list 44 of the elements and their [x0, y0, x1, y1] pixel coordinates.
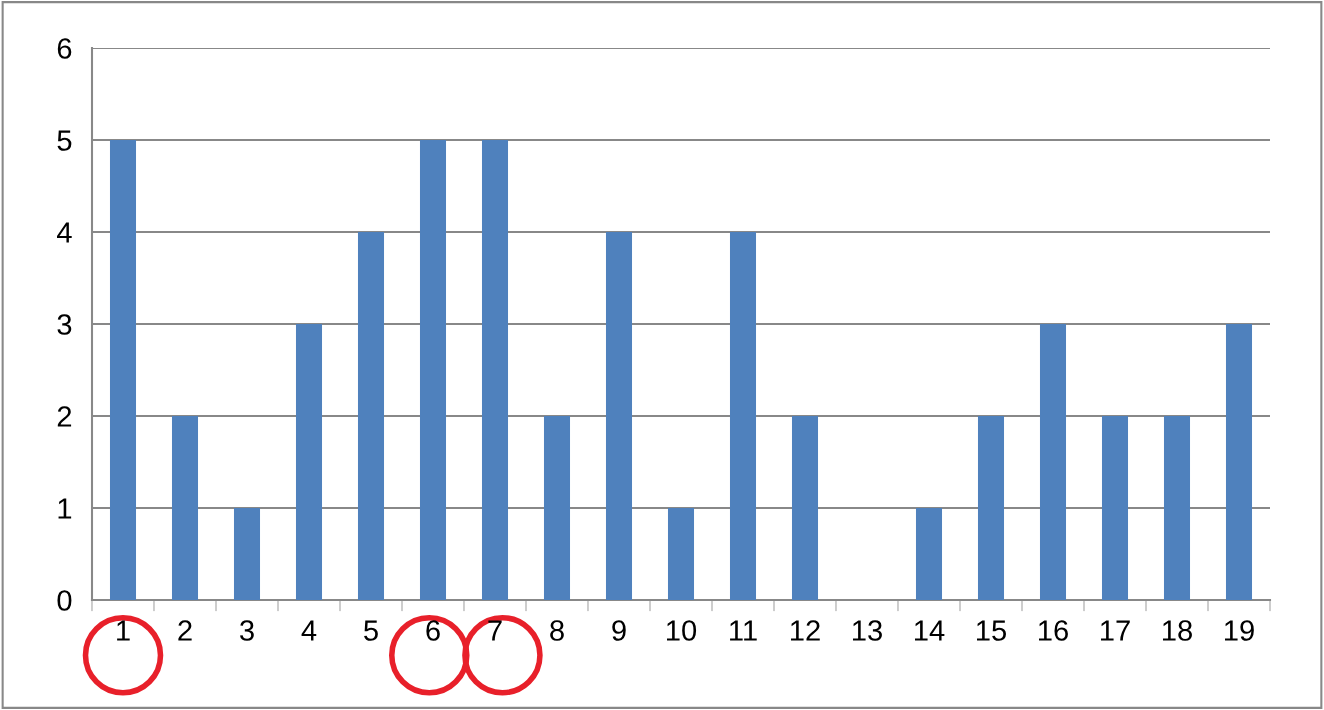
bar — [1101, 416, 1129, 600]
x-tick-label: 11 — [730, 620, 757, 641]
x-tick-label: 6 — [426, 620, 440, 641]
bar — [915, 508, 943, 600]
y-tick-label: 3 — [57, 314, 72, 335]
bar — [1163, 416, 1191, 600]
bar — [1225, 324, 1253, 600]
bar — [543, 416, 571, 600]
x-tick-label: 19 — [1225, 620, 1254, 641]
bar — [481, 140, 509, 600]
x-tick-label: 1 — [117, 620, 130, 641]
bar — [667, 508, 695, 600]
bar — [977, 416, 1005, 600]
x-tick-label: 9 — [612, 620, 626, 641]
x-tick-label: 17 — [1101, 620, 1130, 641]
y-tick-label: 4 — [57, 222, 72, 243]
bar — [233, 508, 261, 600]
x-tick-label: 10 — [667, 620, 697, 641]
bar — [419, 140, 447, 600]
x-tick-label: 7 — [488, 620, 502, 641]
x-tick-label: 13 — [853, 620, 882, 641]
x-tick-label: 2 — [178, 620, 192, 641]
x-tick-label: 8 — [550, 620, 564, 641]
x-tick-label: 12 — [791, 620, 820, 641]
bar — [109, 140, 137, 600]
y-tick-label: 6 — [57, 38, 72, 59]
x-tick-label: 15 — [977, 620, 1006, 641]
x-tick-label: 4 — [301, 620, 317, 641]
bar — [605, 232, 633, 600]
bar — [729, 232, 757, 600]
bar — [1039, 324, 1067, 600]
y-tick-label: 0 — [57, 590, 72, 611]
bar — [171, 416, 199, 600]
x-tick-label: 3 — [240, 620, 254, 641]
x-tick-label: 5 — [364, 620, 378, 641]
bar — [357, 232, 385, 600]
bar — [295, 324, 323, 600]
x-tick-label: 18 — [1163, 620, 1192, 641]
bar — [791, 416, 819, 600]
y-tick-label: 5 — [57, 130, 72, 151]
y-tick-label: 2 — [57, 406, 72, 427]
x-tick-label: 14 — [915, 620, 945, 641]
y-tick-label: 1 — [58, 498, 72, 519]
x-tick-label: 16 — [1039, 620, 1068, 641]
